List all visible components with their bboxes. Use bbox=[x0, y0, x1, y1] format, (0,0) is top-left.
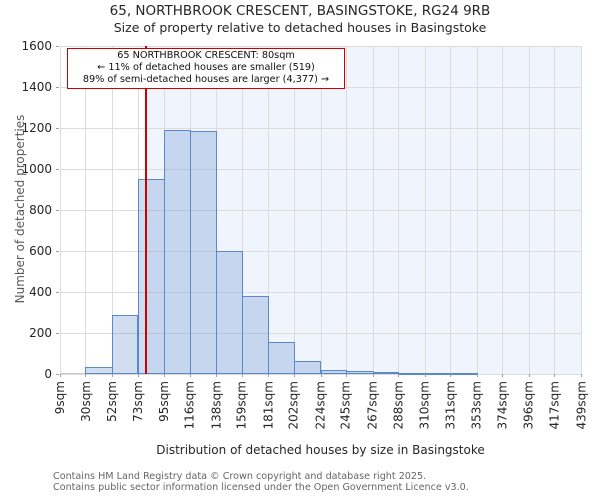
chart-subtitle: Size of property relative to detached ho… bbox=[113, 20, 487, 35]
x-tick-mark bbox=[581, 374, 582, 377]
histogram-bar bbox=[241, 296, 270, 374]
histogram-bar bbox=[189, 131, 218, 374]
x-tick-mark bbox=[85, 374, 87, 377]
y-tick-mark bbox=[56, 333, 59, 334]
x-tick-mark bbox=[424, 374, 426, 377]
gridline-y bbox=[60, 46, 581, 47]
y-tick-label: 1000 bbox=[21, 162, 52, 176]
x-tick-label: 52sqm bbox=[105, 381, 120, 422]
x-tick-mark bbox=[189, 374, 191, 377]
x-tick-label: 73sqm bbox=[130, 381, 145, 422]
y-tick-mark bbox=[56, 374, 59, 375]
histogram-bar bbox=[398, 372, 426, 375]
x-tick-mark bbox=[372, 374, 374, 377]
x-tick-mark bbox=[345, 374, 347, 377]
gridline-y bbox=[60, 169, 581, 170]
y-tick-mark bbox=[56, 46, 59, 47]
x-tick-mark bbox=[450, 374, 452, 377]
y-tick-label: 1400 bbox=[21, 80, 52, 94]
histogram-bar bbox=[293, 360, 322, 374]
gridline-y bbox=[60, 333, 581, 334]
x-tick-label: 439sqm bbox=[574, 381, 588, 430]
y-tick-mark bbox=[56, 292, 59, 293]
x-tick-label: 374sqm bbox=[495, 381, 510, 430]
x-tick-mark bbox=[164, 374, 166, 377]
y-tick-label: 800 bbox=[29, 203, 52, 217]
gridline-x bbox=[581, 46, 582, 374]
x-tick-label: 417sqm bbox=[547, 381, 562, 430]
x-tick-label: 245sqm bbox=[338, 381, 353, 430]
x-tick-label: 30sqm bbox=[78, 381, 93, 422]
x-tick-label: 288sqm bbox=[391, 381, 405, 430]
x-tick-mark bbox=[137, 374, 139, 377]
x-tick-label: 331sqm bbox=[443, 381, 458, 430]
histogram-bar bbox=[345, 370, 374, 374]
gridline-y bbox=[60, 128, 581, 129]
x-tick-mark bbox=[554, 374, 556, 377]
x-tick-label: 202sqm bbox=[286, 381, 301, 430]
y-tick-label: 1200 bbox=[21, 121, 52, 135]
histogram-bar bbox=[320, 369, 347, 374]
x-tick-mark bbox=[241, 374, 243, 377]
x-tick-label: 396sqm bbox=[521, 381, 536, 430]
x-tick-mark bbox=[216, 374, 218, 377]
x-tick-mark bbox=[398, 374, 399, 377]
y-tick-mark bbox=[56, 169, 59, 170]
y-tick-label: 200 bbox=[29, 326, 52, 340]
histogram-bar bbox=[164, 130, 191, 374]
x-axis-title: Distribution of detached houses by size … bbox=[156, 443, 485, 457]
x-tick-label: 267sqm bbox=[365, 381, 380, 430]
y-tick-label: 600 bbox=[29, 244, 52, 258]
annotation-larger-share: 89% of semi-detached houses are larger (… bbox=[82, 74, 330, 86]
annotation-box: 65 NORTHBROOK CRESCENT: 80sqm ← 11% of d… bbox=[67, 48, 345, 89]
footer-attribution-line-1: Contains HM Land Registry data © Crown c… bbox=[53, 471, 427, 482]
y-tick-label: 400 bbox=[29, 285, 52, 299]
histogram-bar bbox=[268, 342, 295, 374]
x-tick-mark bbox=[112, 374, 114, 377]
x-tick-label: 9sqm bbox=[53, 381, 67, 415]
x-tick-mark bbox=[320, 374, 322, 377]
y-tick-mark bbox=[56, 251, 59, 252]
histogram-bar bbox=[372, 371, 399, 374]
y-tick-label: 0 bbox=[44, 367, 52, 381]
gridline-y bbox=[60, 292, 581, 293]
gridline-y bbox=[60, 210, 581, 211]
x-tick-label: 116sqm bbox=[182, 381, 197, 430]
x-tick-label: 181sqm bbox=[261, 381, 276, 430]
marker-line bbox=[145, 46, 147, 374]
footer-attribution-line-2: Contains public sector information licen… bbox=[53, 481, 469, 493]
histogram-bar bbox=[137, 179, 166, 375]
x-tick-label: 95sqm bbox=[157, 381, 172, 422]
y-axis-title: Number of detached properties bbox=[13, 114, 27, 304]
x-tick-mark bbox=[60, 374, 61, 377]
y-tick-label: 1600 bbox=[21, 39, 52, 53]
chart-title: 65, NORTHBROOK CRESCENT, BASINGSTOKE, RG… bbox=[109, 3, 491, 19]
x-tick-label: 138sqm bbox=[209, 381, 224, 430]
histogram-bar bbox=[450, 373, 478, 376]
histogram-bar bbox=[216, 251, 243, 374]
histogram-bar bbox=[85, 366, 114, 374]
annotation-smaller-share: ← 11% of detached houses are smaller (51… bbox=[97, 62, 315, 74]
histogram-bar bbox=[424, 373, 452, 375]
x-tick-mark bbox=[528, 374, 530, 377]
x-tick-mark bbox=[502, 374, 504, 377]
x-tick-label: 353sqm bbox=[469, 381, 484, 430]
annotation-property-size: 65 NORTHBROOK CRESCENT: 80sqm bbox=[117, 50, 295, 61]
x-tick-mark bbox=[268, 374, 270, 377]
y-tick-mark bbox=[56, 128, 59, 129]
histogram-bar bbox=[112, 314, 139, 374]
y-tick-mark bbox=[56, 210, 59, 211]
x-tick-mark bbox=[293, 374, 295, 377]
y-tick-mark bbox=[56, 87, 59, 88]
x-tick-label: 224sqm bbox=[313, 381, 328, 430]
gridline-y bbox=[60, 251, 581, 252]
x-tick-label: 159sqm bbox=[234, 381, 249, 430]
x-tick-label: 310sqm bbox=[417, 381, 432, 430]
x-tick-mark bbox=[476, 374, 478, 377]
